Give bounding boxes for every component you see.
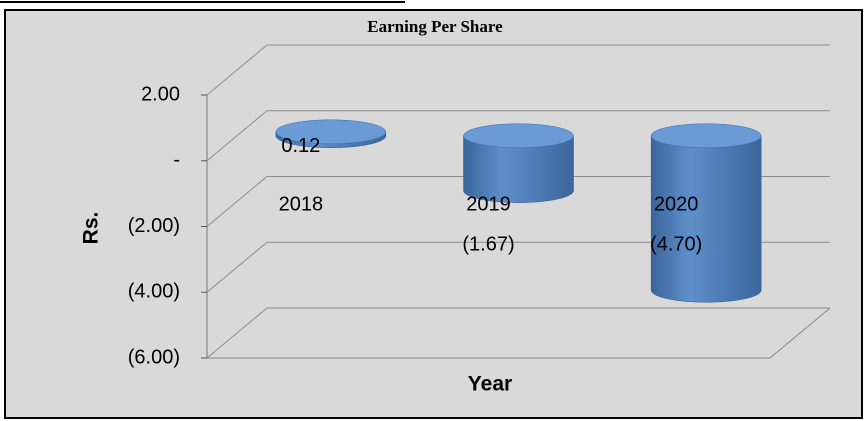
bar-top	[650, 123, 762, 148]
y-tick-label: (2.00)	[128, 215, 180, 237]
grid-line	[206, 176, 830, 227]
bar	[650, 135, 762, 303]
data-label: (4.70)	[650, 233, 702, 255]
data-label: (1.67)	[462, 233, 514, 255]
grid-line	[206, 44, 830, 96]
bar-top	[463, 123, 574, 148]
floor-edge	[207, 307, 831, 359]
chart-title: Earning Per Share	[367, 17, 503, 36]
data-label: 0.12	[281, 135, 320, 157]
y-tick-label: (6.00)	[128, 346, 180, 368]
y-tick-label: 2.00	[141, 83, 180, 105]
x-tick-label: 2019	[466, 193, 511, 215]
x-axis-label: Year	[468, 373, 512, 396]
x-tick-label: 2020	[654, 193, 699, 215]
grid-line	[206, 307, 830, 359]
grid-line	[206, 241, 830, 293]
x-tick-label: 2018	[279, 193, 324, 215]
grid-line	[206, 110, 830, 162]
bar	[463, 135, 574, 203]
y-axis-label: Rs.	[80, 212, 103, 245]
y-tick-label: (4.00)	[128, 281, 180, 303]
bar-top	[275, 119, 387, 145]
y-tick-label: -	[173, 149, 180, 171]
